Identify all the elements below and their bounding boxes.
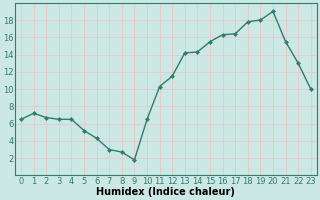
X-axis label: Humidex (Indice chaleur): Humidex (Indice chaleur) [97,187,236,197]
